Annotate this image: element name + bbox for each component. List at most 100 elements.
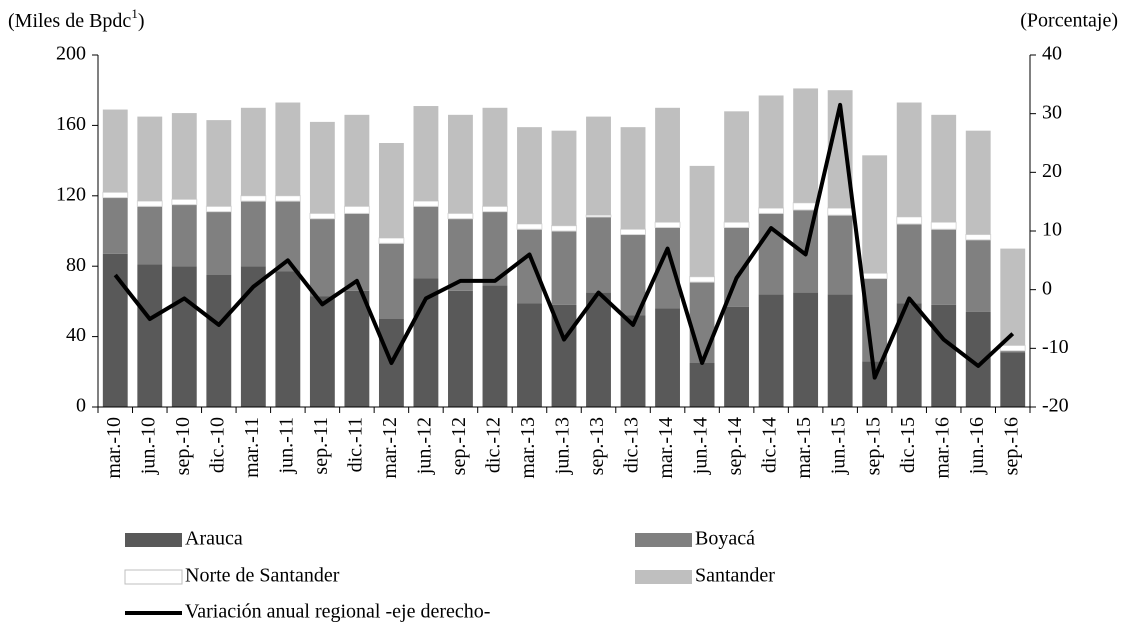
- bar-segment: [482, 107, 508, 207]
- bar-segment: [309, 212, 336, 220]
- bar-segment: [136, 200, 163, 207]
- bar-segment: [585, 214, 612, 218]
- bar-segment: [896, 223, 922, 304]
- x-tick-label: mar.-11: [241, 417, 263, 478]
- bar-segment: [1000, 248, 1026, 346]
- bar-segment: [827, 215, 853, 295]
- bar-segment: [965, 130, 991, 235]
- legend-swatch: [125, 533, 182, 547]
- x-tick-label: dic.-12: [483, 417, 505, 473]
- bar-segment: [551, 231, 577, 305]
- bar-segment: [206, 120, 232, 207]
- bar-segment: [102, 253, 128, 407]
- bar-segment: [137, 206, 163, 265]
- bar-segment: [758, 95, 784, 209]
- x-tick-label: sep.-10: [172, 417, 194, 475]
- x-tick-label: mar.-14: [655, 417, 677, 479]
- bar-segment: [620, 315, 646, 407]
- x-tick-label: jun.-13: [552, 417, 574, 475]
- y-tick-label: 80: [66, 254, 86, 276]
- bar-segment: [343, 205, 370, 214]
- bar-segment: [240, 201, 266, 267]
- bar-segment: [448, 114, 473, 214]
- bar-segment: [344, 290, 370, 407]
- x-tick-label: jun.-16: [966, 417, 988, 475]
- bar-segment: [620, 228, 646, 236]
- bar-segment: [793, 88, 819, 203]
- bar-segment: [378, 243, 404, 319]
- bar-segment: [586, 292, 611, 407]
- bar-segment: [758, 213, 784, 295]
- bar-segment: [896, 102, 922, 217]
- bar-segment: [275, 271, 301, 407]
- bar-segment: [275, 102, 301, 196]
- y2-tick-label: 30: [1042, 101, 1062, 123]
- bar-segment: [758, 294, 784, 407]
- bar-segment: [689, 276, 716, 283]
- x-tick-label: jun.-12: [414, 417, 436, 475]
- x-tick-label: sep.-13: [586, 417, 608, 475]
- bar-segment: [447, 212, 474, 220]
- x-tick-label: mar.-10: [103, 417, 125, 479]
- bar-segment: [724, 306, 750, 407]
- bar-segment: [171, 113, 197, 200]
- x-tick-label: sep.-12: [448, 417, 470, 475]
- x-tick-label: dic.-11: [344, 417, 366, 472]
- bar-segment: [723, 221, 750, 228]
- x-tick-label: jun.-10: [137, 417, 159, 475]
- bar-segment: [551, 130, 577, 226]
- y-tick-label: 0: [76, 395, 86, 417]
- bar-segment: [137, 264, 163, 407]
- bar-segment: [344, 114, 370, 207]
- bar-segment: [689, 363, 715, 407]
- bar-segment: [1000, 350, 1026, 353]
- bar-segment: [240, 107, 266, 196]
- bar-segment: [171, 204, 197, 267]
- bar-segment: [758, 207, 785, 214]
- bar-segment: [861, 272, 888, 280]
- x-tick-label: jun.-14: [690, 417, 712, 475]
- x-tick-label: sep.-15: [862, 417, 884, 475]
- bar-segment: [205, 205, 232, 213]
- y2-tick-label: 10: [1042, 219, 1062, 241]
- bar-segment: [378, 237, 405, 244]
- bar-segment: [448, 218, 473, 291]
- y2-tick-label: -10: [1042, 336, 1069, 358]
- bar-segment: [240, 195, 267, 202]
- bar-segment: [517, 229, 542, 304]
- legend-swatch: [124, 569, 183, 585]
- bar-segment: [412, 200, 439, 207]
- bar-segment: [309, 121, 335, 214]
- legend-swatch: [635, 570, 692, 584]
- legend-swatch: [635, 533, 692, 547]
- y2-tick-label: -20: [1042, 395, 1069, 417]
- legend-label: Variación anual regional -eje derecho-: [185, 601, 490, 623]
- bar-segment: [724, 111, 750, 223]
- bar-segment: [965, 234, 992, 241]
- bar-segment: [999, 344, 1026, 352]
- bar-segment: [482, 285, 508, 407]
- y-tick-label: 40: [66, 324, 86, 346]
- bar-segment: [274, 195, 301, 202]
- bar-segment: [448, 290, 473, 407]
- x-tick-label: dic.-15: [897, 417, 919, 473]
- bar-segment: [654, 221, 681, 228]
- bar-segment: [655, 107, 680, 223]
- bar-segment: [102, 191, 129, 199]
- y-tick-label: 120: [56, 183, 86, 205]
- bar-segment: [413, 206, 439, 279]
- line-series: [113, 102, 1015, 380]
- x-tick-label: mar.-13: [517, 417, 539, 479]
- legend-label: Santander: [695, 565, 775, 587]
- bar-segment: [689, 282, 715, 363]
- x-tick-label: mar.-16: [931, 417, 953, 479]
- bar-segment: [378, 143, 404, 239]
- bar-segment: [1000, 352, 1026, 407]
- bar-segment: [586, 116, 611, 216]
- bar-segment: [586, 216, 611, 293]
- bar-segment: [482, 205, 508, 213]
- bar-segment: [620, 127, 646, 230]
- x-tick-label: dic.-14: [759, 417, 781, 473]
- bar-segment: [102, 109, 128, 193]
